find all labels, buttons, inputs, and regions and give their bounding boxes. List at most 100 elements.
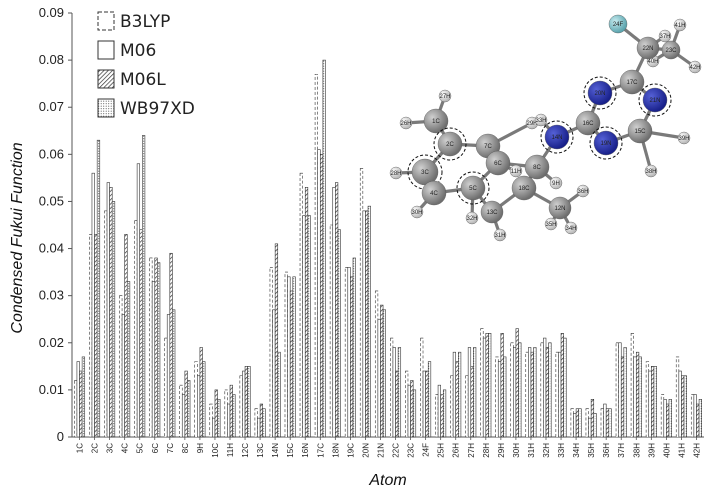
bar-m06l-34h [575,408,579,438]
x-tick-label: 15C [286,443,295,458]
bar-m06-39h [648,370,652,438]
bar-b3lyp-36h [600,408,604,438]
atom-41h [673,18,687,32]
atom-label: 3C [421,170,429,176]
bar-wb97xd-20n [367,205,371,438]
legend-label-m06: M06 [120,41,156,61]
bar-b3lyp-6c [149,257,153,438]
bar-wb97xd-40h [668,399,672,438]
bar-m06l-1c [79,370,83,438]
atom-8c [524,154,550,180]
x-tick-label: 33H [557,443,566,458]
atom-label: 6C [494,161,502,167]
bar-m06-7c [166,314,171,438]
bar-m06-21n [377,318,381,438]
bar-m06-30h [513,347,517,438]
bar-m06-19c [347,267,351,438]
bar-b3lyp-7c [164,337,168,438]
x-tick-label: 22C [392,443,401,458]
atom-label: 15C [634,129,646,135]
legend-swatch-m06l [97,69,115,89]
x-tick-label: 36H [602,443,611,458]
bar-b3lyp-20n [359,168,364,438]
atom-label: 38H [645,169,656,175]
x-tick-label: 9H [196,443,205,453]
atom-34h [564,221,578,235]
legend-swatch-m06 [97,40,115,60]
bar-m06-15c [287,276,291,438]
bar-b3lyp-39h [645,361,650,438]
x-tick-label: 8C [181,443,190,453]
bar-b3lyp-1c [74,380,78,438]
reactive-site-marker [638,83,672,117]
x-tick-label: 39H [647,443,656,458]
legend-swatch-b3lyp [97,11,115,31]
atom-label: 1C [432,119,440,125]
bar-m06-24f [422,370,426,438]
x-tick-label: 40H [662,443,671,458]
bar-b3lyp-25h [435,394,439,438]
atom-label: 37H [659,34,670,40]
x-tick-label: 32H [542,443,551,458]
x-tick-label: 29H [497,443,506,458]
bar-m06-28h [482,337,487,438]
atom-1c [423,108,449,134]
x-tick-label: 13C [256,443,265,458]
atom-42h [688,60,702,74]
bar-wb97xd-31h [533,347,537,438]
bar-b3lyp-21n [374,290,379,438]
bar-m06l-21n [380,304,384,438]
bar-b3lyp-3c [104,210,108,438]
bar-wb97xd-16n [307,215,311,438]
bar-wb97xd-29h [503,356,507,438]
atom-33h [534,113,548,127]
atom-13c [480,200,504,224]
y-tick-label: 0.07 [39,99,64,114]
bar-wb97xd-10c [217,399,221,438]
bar-wb97xd-18n [337,229,341,438]
bar-b3lyp-10c [209,403,213,438]
y-tick-label: 0.05 [39,193,64,208]
bar-m06-25h [437,384,441,438]
bar-m06l-14n [274,243,279,438]
bar-wb97xd-41h [683,375,687,438]
reactive-site-marker [589,126,623,160]
atom-37h [658,29,672,43]
bar-b3lyp-27h [465,375,469,438]
bar-m06-8c [181,394,186,438]
x-tick-label: 41H [677,443,686,458]
bar-wb97xd-1c [81,356,86,438]
bar-wb97xd-25h [442,389,447,438]
atom-4c [421,180,447,206]
x-axis-title: Atom [368,472,406,489]
bar-m06l-33h [560,333,564,438]
x-tick-label: 12C [241,443,250,458]
bar-m06-3c [106,182,110,438]
bar-m06l-30h [515,328,519,438]
bar-m06l-7c [169,252,173,438]
x-tick-label: 35H [587,443,596,458]
x-tick-label: 23C [407,443,416,458]
atom-label: 31H [494,233,505,239]
bar-wb97xd-19c [352,257,356,438]
bar-wb97xd-15c [292,276,296,438]
atom-11h [509,164,523,178]
bar-m06-4c [121,314,125,438]
bar-m06l-3c [109,187,113,438]
bar-b3lyp-2c [89,234,93,438]
bar-wb97xd-4c [126,281,131,438]
bar-wb97xd-37h [623,347,627,438]
bar-wb97xd-42h [698,399,702,438]
atom-18c [511,175,537,201]
x-tick-label: 6C [151,443,160,453]
x-tick-label: 28H [482,443,491,458]
bar-wb97xd-36h [608,408,612,438]
axes: 0 0.01 0.02 0.03 0.04 0.05 0.06 0.07 0.08 0.09 [39,5,704,444]
x-tick-label: 2C [91,443,100,453]
atom-label: 35H [545,222,556,228]
bar-wb97xd-13c [262,408,266,438]
x-tick-label: 3C [106,443,115,453]
atom-21n [642,87,668,113]
bar-b3lyp-32h [540,342,544,438]
